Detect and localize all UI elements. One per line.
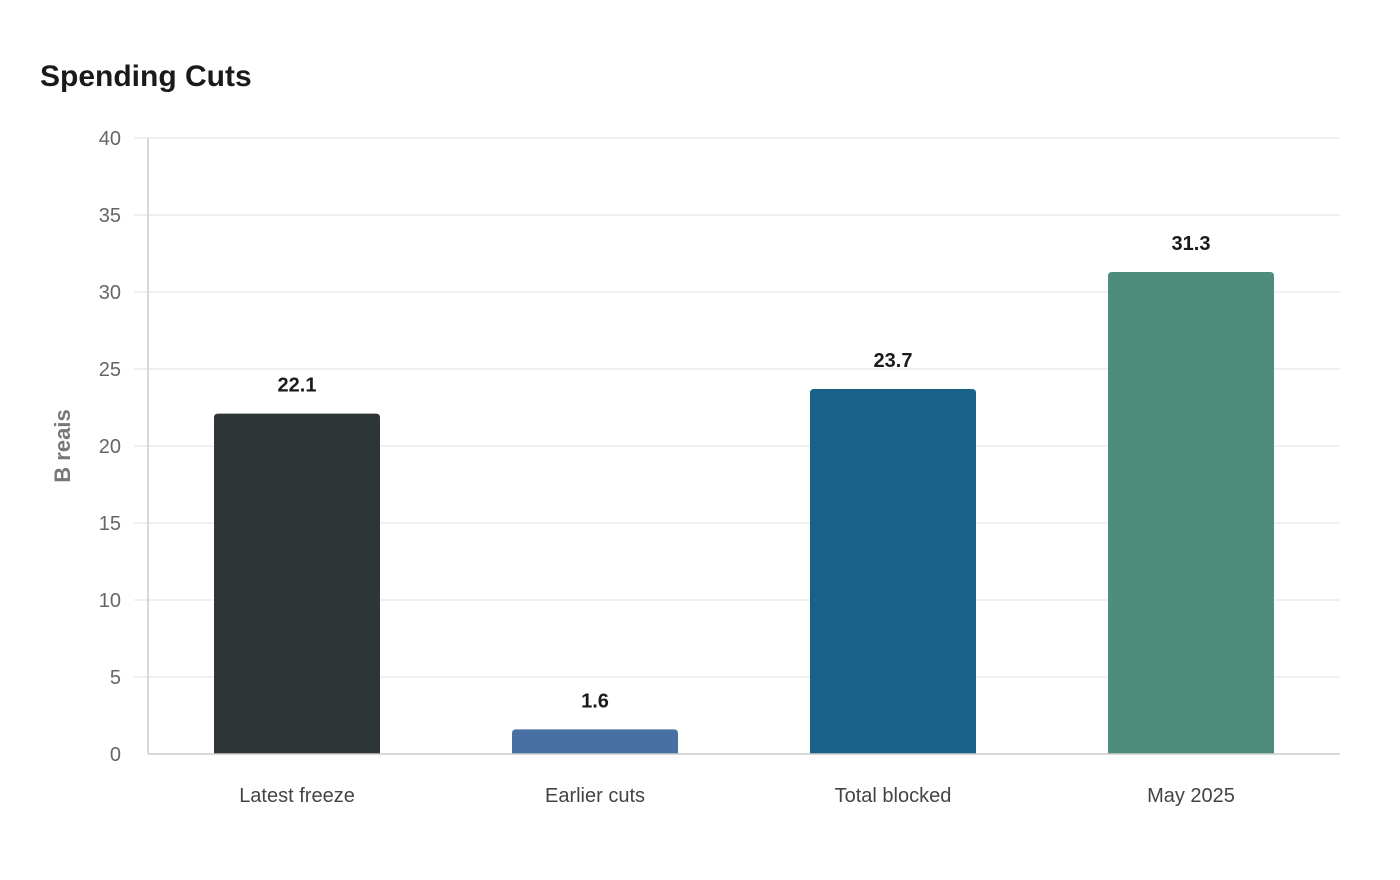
- value-label: 23.7: [874, 350, 913, 372]
- x-tick-label: Total blocked: [835, 785, 952, 807]
- y-tick-label: 35: [99, 205, 121, 227]
- x-tick-label: Latest freeze: [239, 785, 355, 807]
- chart-title: Spending Cuts: [40, 60, 252, 93]
- value-label: 1.6: [581, 690, 609, 712]
- value-label: 22.1: [278, 375, 317, 397]
- x-tick-labels: Latest freeze Earlier cuts Total blocked Ma…: [239, 785, 1235, 807]
- value-labels: 22.1 1.6 23.7 31.3: [278, 233, 1211, 712]
- y-tick-label: 25: [99, 359, 121, 381]
- y-tick-label: 30: [99, 282, 121, 304]
- y-tick-label: 0: [110, 744, 121, 766]
- bar-earlier-cuts: [512, 729, 678, 754]
- x-tick-label: Earlier cuts: [545, 785, 645, 807]
- x-tick-label: May 2025: [1147, 785, 1235, 807]
- y-tick-labels: 0 5 10 15 20 25 30 35 40: [99, 128, 121, 766]
- value-label: 31.3: [1172, 233, 1211, 255]
- bar-total-blocked: [810, 389, 976, 754]
- bar-may-2025: [1108, 271, 1274, 754]
- bar-latest-freeze: [214, 413, 380, 754]
- bars: [214, 271, 1274, 754]
- y-tick-label: 20: [99, 436, 121, 458]
- y-tick-label: 10: [99, 590, 121, 612]
- y-tick-label: 5: [110, 667, 121, 689]
- y-axis-title: B reais: [50, 409, 75, 482]
- y-tick-label: 15: [99, 513, 121, 535]
- y-tick-label: 40: [99, 128, 121, 150]
